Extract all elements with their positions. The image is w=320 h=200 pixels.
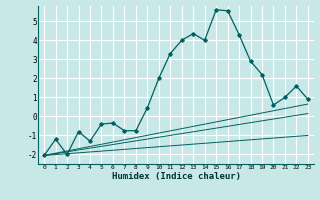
X-axis label: Humidex (Indice chaleur): Humidex (Indice chaleur) bbox=[111, 172, 241, 181]
